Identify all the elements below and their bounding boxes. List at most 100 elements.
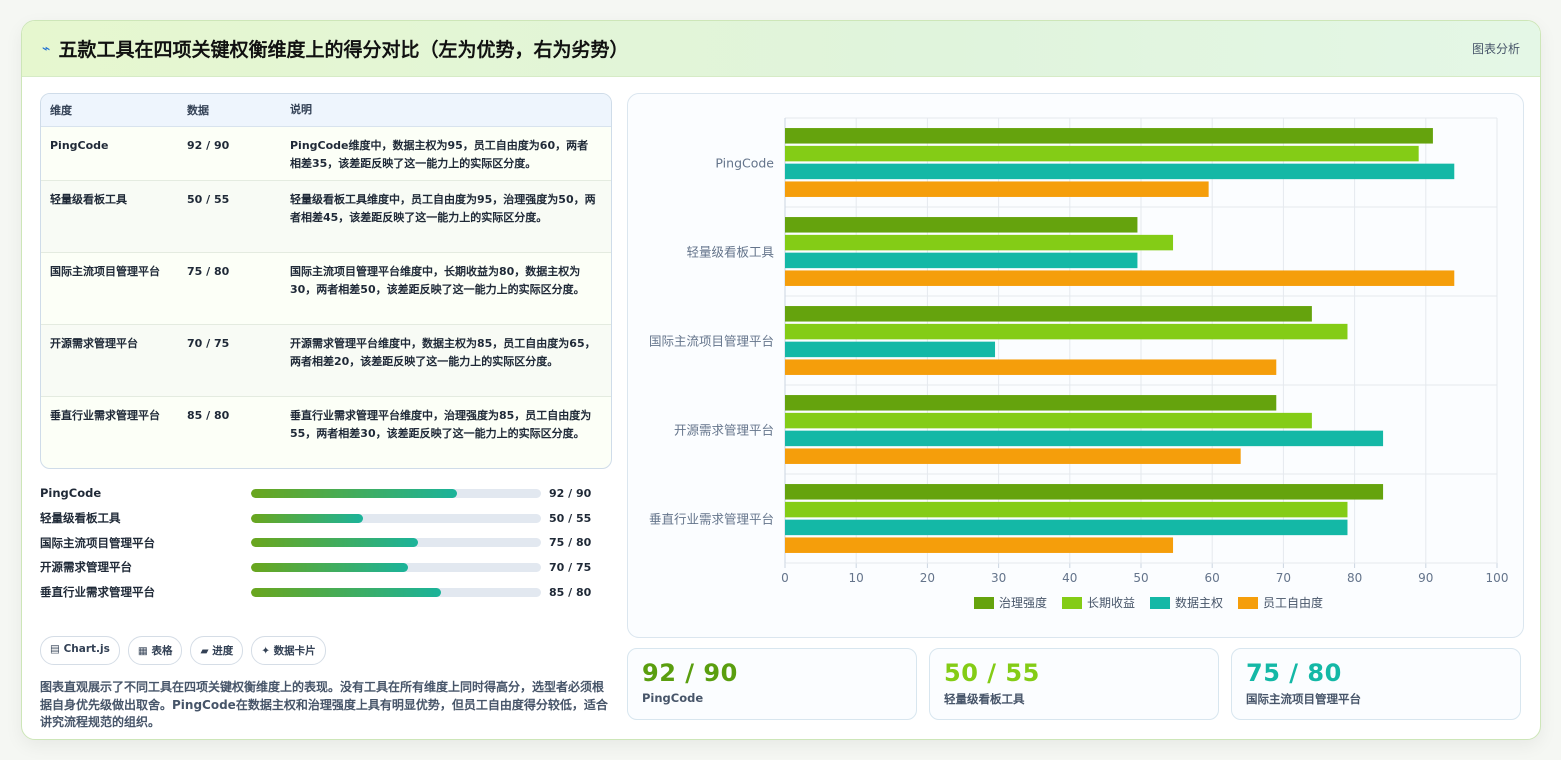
progress-track [251,538,541,548]
bar [785,412,1312,429]
progress-track [251,562,541,572]
y-tick-label: 开源需求管理平台 [674,423,774,438]
y-tick-label: PingCode [715,156,774,171]
progress-row: 国际主流项目管理平台 75 / 80 [40,530,612,555]
bar [785,341,996,358]
row-desc: 轻量级看板工具维度中，员工自由度为95，治理强度为50，两者相差45，该差距反映… [290,193,596,224]
x-tick-label: 50 [1133,571,1148,585]
bar [785,537,1174,553]
progress-label: 轻量级看板工具 [40,511,121,526]
legend-swatch [1150,597,1170,609]
kpi-card: 50 / 55 轻量级看板工具 [929,648,1219,720]
row-data: 50 / 55 [187,193,230,206]
legend-swatch [1062,597,1082,609]
legend-label: 长期收益 [1087,596,1135,610]
y-tick-label: 轻量级看板工具 [686,245,774,260]
x-tick-label: 30 [991,571,1006,585]
progress-row: PingCode 92 / 90 [40,481,612,506]
progress-label: 开源需求管理平台 [40,560,132,575]
progress-value: 85 / 80 [549,585,592,599]
kpi-label: PingCode [642,691,704,705]
progress-value: 70 / 75 [549,560,592,574]
bar [785,323,1348,340]
row-name: 开源需求管理平台 [50,337,138,350]
col-dimension-header: 维度 [50,103,72,117]
legend-label: 数据主权 [1175,595,1223,610]
progress-row: 垂直行业需求管理平台 85 / 80 [40,580,612,605]
row-name: 国际主流项目管理平台 [50,265,160,278]
bar [785,484,1384,500]
row-data: 70 / 75 [187,337,230,350]
kpi-label: 轻量级看板工具 [944,692,1025,706]
bar [785,217,1138,233]
tag-chartjs[interactable]: ▤ Chart.js [40,636,120,666]
bar [785,145,1419,162]
progress-list: PingCode 92 / 90 轻量级看板工具 50 / 55 国际主流项目管… [40,481,612,604]
row-data: 75 / 80 [187,265,230,278]
progress-track [251,488,541,498]
x-tick-label: 90 [1418,571,1433,585]
progress-fill [251,488,457,498]
progress-fill [251,562,408,572]
tag-data-card[interactable]: ✦ 数据卡片 [251,636,326,666]
bar [785,359,1277,375]
x-tick-label: 80 [1347,571,1362,585]
progress-value: 75 / 80 [549,536,592,550]
kpi-card: 75 / 80 国际主流项目管理平台 [1231,648,1521,720]
page-title: 五款工具在四项关键权衡维度上的得分对比（左为优势，右为劣势） [58,39,629,61]
progress-fill [251,587,441,597]
progress-track [251,513,541,523]
summary-text: 图表直观展示了不同工具在四项关键权衡维度上的表现。没有工具在所有维度上同时得高分… [40,680,608,730]
bar [785,395,1277,411]
table-header: 维度 数据 说明 [41,94,611,127]
progress-value: 92 / 90 [549,486,592,500]
row-name: 轻量级看板工具 [50,193,127,206]
bar-chart-panel: 0 10 20 30 40 50 60 70 80 90 100 PingCode 轻量级看板工具 国际主… [627,93,1524,638]
tag-table[interactable]: ▦ 表格 [127,636,183,666]
trend-icon: ⌁ [42,40,51,57]
kpi-value: 92 / 90 [642,659,738,687]
row-data: 92 / 90 [187,139,230,152]
row-name: PingCode [50,139,109,152]
bar [785,306,1312,322]
kpi-value: 75 / 80 [1246,659,1342,687]
kpi-cards: 92 / 90 PingCode 50 / 55 轻量级看板工具 75 / 80… [627,648,1521,720]
bar [785,270,1455,286]
legend-swatch [1238,597,1258,609]
legend-label: 治理强度 [999,595,1047,610]
x-tick-label: 100 [1486,571,1509,585]
bar [785,519,1348,536]
left-panel: 维度 数据 说明 PingCode 92 / 90 PingCode维度中，数据… [40,93,612,732]
row-name: 垂直行业需求管理平台 [50,409,160,422]
chart-card: ⌁ 五款工具在四项关键权衡维度上的得分对比（左为优势，右为劣势） 图表分析 维度… [21,20,1541,740]
tag-list: ▤ Chart.js ▦ 表格 ▰ 进度 ✦ 数据卡片 [40,636,612,666]
legend-label: 员工自由度 [1263,595,1323,610]
progress-row: 轻量级看板工具 50 / 55 [40,506,612,531]
progress-label: 国际主流项目管理平台 [40,535,155,550]
bar [785,181,1209,197]
bar [785,430,1384,447]
x-tick-label: 40 [1062,571,1077,585]
y-tick-label: 国际主流项目管理平台 [649,334,774,349]
row-desc: 垂直行业需求管理平台维度中，治理强度为85，员工自由度为55，两者相差30，该差… [290,409,592,440]
col-desc-header: 说明 [290,103,312,117]
table-row: PingCode 92 / 90 PingCode维度中，数据主权为95，员工自… [41,127,611,181]
kpi-value: 50 / 55 [944,659,1040,687]
y-tick-label: 垂直行业需求管理平台 [649,512,774,527]
x-tick-label: 10 [849,571,864,585]
x-tick-label: 60 [1205,571,1220,585]
x-tick-label: 0 [781,571,789,585]
progress-track [251,587,541,597]
chart-analysis-link[interactable]: 图表分析 [1471,42,1520,56]
tag-progress[interactable]: ▰ 进度 [190,636,244,666]
progress-label: 垂直行业需求管理平台 [40,585,155,600]
bar [785,163,1455,180]
legend-swatch [974,597,994,609]
progress-value: 50 / 55 [549,511,592,525]
bar [785,234,1174,251]
col-data-header: 数据 [187,103,209,117]
kpi-card: 92 / 90 PingCode [627,648,917,720]
table-row: 轻量级看板工具 50 / 55 轻量级看板工具维度中，员工自由度为95，治理强度… [41,181,611,253]
row-desc: 开源需求管理平台维度中，数据主权为85，员工自由度为65，两者相差20，该差距反… [290,337,596,368]
bar [785,448,1241,464]
